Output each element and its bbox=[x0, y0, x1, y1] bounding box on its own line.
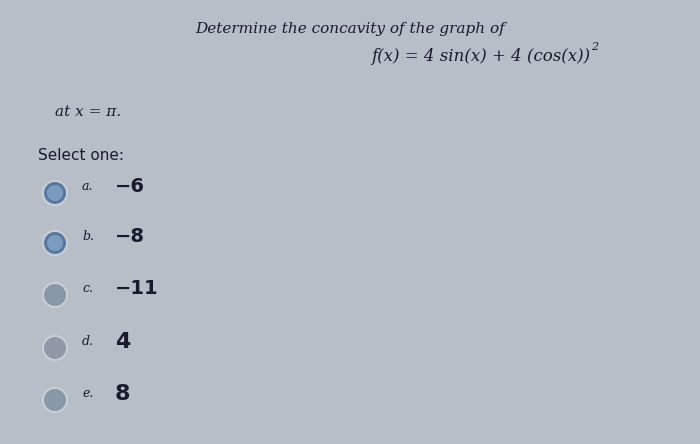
Text: 2: 2 bbox=[591, 42, 598, 52]
Text: −8: −8 bbox=[115, 227, 145, 246]
Text: d.: d. bbox=[82, 335, 94, 348]
Text: e.: e. bbox=[82, 387, 93, 400]
Circle shape bbox=[47, 185, 63, 201]
Circle shape bbox=[42, 387, 68, 413]
Text: −6: −6 bbox=[115, 177, 145, 196]
Circle shape bbox=[42, 230, 68, 256]
Text: Determine the concavity of the graph of: Determine the concavity of the graph of bbox=[195, 22, 505, 36]
Text: a.: a. bbox=[82, 180, 94, 193]
Text: −11: −11 bbox=[115, 279, 159, 298]
Circle shape bbox=[47, 235, 63, 251]
Circle shape bbox=[44, 337, 66, 359]
Text: 8: 8 bbox=[115, 384, 130, 404]
Text: Select one:: Select one: bbox=[38, 148, 124, 163]
Text: c.: c. bbox=[82, 282, 93, 295]
Circle shape bbox=[42, 180, 68, 206]
Text: f(x) = 4 sin(x) + 4 (cos(x)): f(x) = 4 sin(x) + 4 (cos(x)) bbox=[371, 48, 590, 65]
Circle shape bbox=[44, 232, 66, 254]
Circle shape bbox=[42, 282, 68, 308]
Circle shape bbox=[44, 284, 66, 306]
Text: at x = π.: at x = π. bbox=[55, 105, 121, 119]
Circle shape bbox=[44, 182, 66, 204]
Circle shape bbox=[44, 389, 66, 411]
Circle shape bbox=[42, 335, 68, 361]
Text: 4: 4 bbox=[115, 332, 130, 352]
Text: b.: b. bbox=[82, 230, 94, 243]
